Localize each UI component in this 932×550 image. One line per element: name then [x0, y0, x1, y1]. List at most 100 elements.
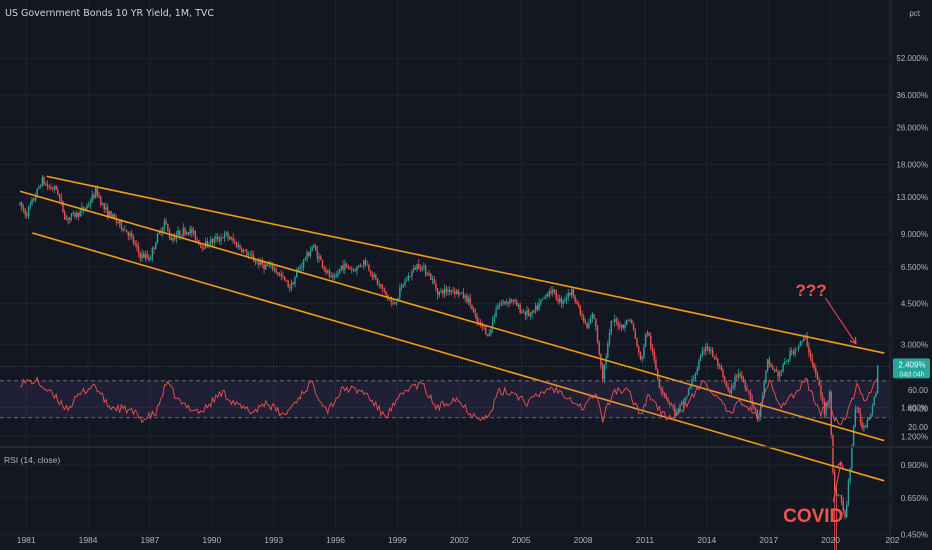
rsi-tick-label: 20.00 — [908, 423, 929, 432]
candle-body — [730, 385, 733, 394]
candle-body — [285, 280, 288, 281]
candle-body — [380, 284, 382, 288]
candle-body — [488, 333, 490, 336]
candle-body — [681, 401, 683, 405]
candle-body — [732, 385, 734, 387]
candle-body — [77, 212, 80, 217]
candle-body — [552, 289, 554, 294]
candle-body — [21, 202, 23, 208]
candle-body — [703, 350, 705, 352]
candle-body — [584, 321, 587, 324]
candle-body — [357, 265, 360, 267]
candle-body — [791, 350, 793, 353]
candle-body — [79, 210, 81, 217]
candle-body — [586, 323, 588, 329]
candle-body — [51, 188, 54, 190]
candle-body — [588, 323, 590, 329]
candle-body — [792, 352, 795, 354]
candle-body — [837, 495, 839, 497]
trend-channel[interactable] — [19, 175, 885, 482]
candle-body — [699, 355, 702, 361]
x-tick-label: 2008 — [574, 535, 593, 545]
candle-body — [493, 316, 496, 321]
grid-lines — [0, 0, 893, 536]
candle-body — [277, 272, 279, 275]
candle-body — [347, 265, 349, 269]
candle-body — [196, 239, 198, 241]
candle-body — [82, 207, 85, 210]
candle-body — [844, 510, 846, 518]
channel-line-2[interactable] — [19, 190, 885, 442]
candle-body — [641, 357, 643, 360]
annotation-arrow — [825, 297, 856, 343]
candle-body — [861, 422, 863, 428]
candle-body — [292, 282, 294, 285]
y-tick-label: 18.000% — [896, 161, 928, 170]
candle-body — [65, 218, 68, 220]
candle-body — [778, 372, 781, 377]
candle-body — [388, 298, 391, 301]
candle-body — [715, 357, 717, 359]
candle-body — [289, 287, 291, 289]
candle-body — [364, 260, 367, 265]
candle-body — [50, 186, 52, 189]
candle-body — [304, 259, 307, 261]
candle-body — [340, 265, 343, 269]
candle-body — [91, 195, 93, 203]
candle-body — [86, 205, 88, 209]
candle-body — [72, 212, 74, 214]
candle-body — [775, 369, 777, 372]
candle-body — [93, 195, 95, 198]
candle-body — [34, 196, 37, 201]
rsi-line[interactable] — [19, 376, 879, 425]
candle-body — [461, 292, 463, 293]
candle-body — [132, 236, 135, 244]
candle-body — [199, 244, 202, 246]
rsi-tick-label: 60.00 — [908, 386, 929, 395]
candle-body — [430, 273, 432, 280]
channel-line-3[interactable] — [32, 232, 885, 482]
candle-body — [373, 274, 375, 278]
candle-body — [402, 285, 404, 286]
candle-body — [809, 352, 812, 359]
candle-body — [38, 186, 40, 189]
candle-body — [856, 408, 858, 410]
candle-body — [48, 186, 50, 188]
candle-body — [424, 265, 427, 275]
y-tick-label: 0.450% — [901, 531, 928, 540]
covid-annotation: COVID — [783, 506, 843, 527]
candle-body — [858, 408, 860, 413]
candle-body — [100, 196, 102, 205]
candle-body — [846, 503, 848, 518]
candle-body — [106, 207, 109, 217]
candle-body — [278, 274, 281, 275]
candle-body — [361, 264, 363, 267]
candle-body — [376, 278, 379, 285]
candle-body — [538, 303, 540, 310]
candle-body — [330, 275, 332, 277]
candle-body — [593, 313, 595, 319]
y-tick-label: 52.000% — [896, 54, 928, 63]
candle-body — [601, 365, 604, 379]
candle-body — [301, 266, 303, 268]
candle-body — [546, 294, 549, 297]
candle-body — [859, 412, 862, 423]
candle-body — [131, 233, 133, 237]
candle-body — [706, 346, 709, 348]
y-tick-label: 3.000% — [901, 340, 928, 349]
candle-body — [448, 290, 451, 293]
candle-body — [230, 237, 233, 240]
candle-body — [557, 298, 559, 302]
candle-body — [631, 319, 633, 324]
candle-body — [478, 321, 480, 323]
candle-body — [550, 291, 552, 294]
x-tick-label: 2014 — [697, 535, 716, 545]
candle-body — [244, 249, 246, 251]
candle-body — [442, 290, 444, 295]
candle-body — [574, 296, 576, 302]
candle-body — [270, 263, 272, 266]
candle-body — [772, 366, 774, 370]
channel-line-1[interactable] — [46, 175, 885, 354]
